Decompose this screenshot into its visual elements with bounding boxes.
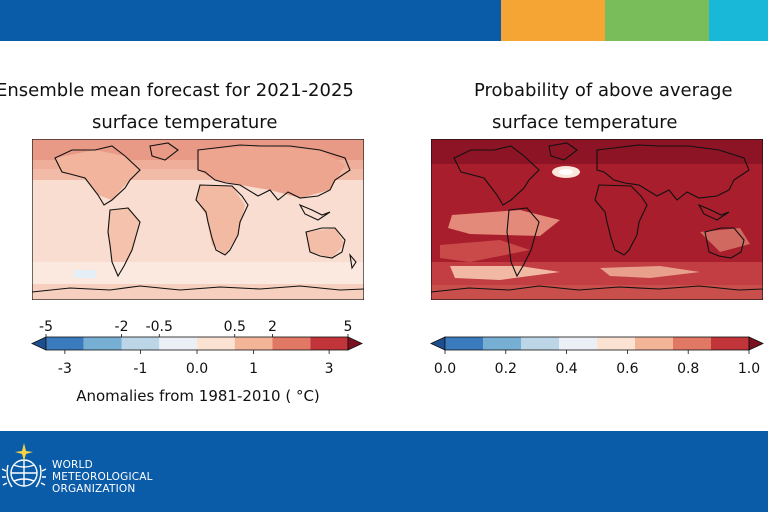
- colorbar-tick-label: 3: [325, 361, 334, 377]
- colorbar-segment: [673, 337, 711, 350]
- left-map-southern-ocean: [32, 262, 364, 284]
- top-bar-blue: [0, 0, 501, 41]
- colorbar-segment: [597, 337, 635, 350]
- left-colorbar-top-ticks: -5 -2 -0.5 0.5 2 5: [39, 319, 352, 337]
- footer-bar: WORLD METEOROLOGICAL ORGANIZATION: [0, 431, 768, 512]
- colorbar-tick-label: -0.5: [146, 319, 173, 335]
- colorbar-tick-label: 0.4: [555, 361, 577, 377]
- colorbar-tick-label: -2: [115, 319, 129, 335]
- top-accent-bar: [0, 0, 768, 41]
- colorbar-segment: [635, 337, 673, 350]
- colorbar-tick-label: 0.8: [677, 361, 699, 377]
- colorbar-outline: [444, 336, 750, 351]
- colorbar-extend-high: [748, 336, 764, 351]
- colorbar-tick-label: 5: [344, 319, 353, 335]
- colorbar-tick-label: 0.6: [616, 361, 638, 377]
- colorbar-extend-high: [347, 336, 363, 351]
- wmo-name: WORLD METEOROLOGICAL ORGANIZATION: [52, 459, 153, 495]
- right-map: [431, 139, 763, 300]
- colorbar-segment: [46, 337, 84, 350]
- left-map-south-america: [108, 208, 140, 275]
- chart-canvas: -5 -2 -0.5 0.5 2 5 -3 -1 0.0 1 3 Anomalies from 1…: [31, 139, 764, 405]
- colorbar-tick-label: 2: [268, 319, 277, 335]
- right-map-southern-light-patch-2: [600, 266, 700, 278]
- left-map-antarctic: [32, 284, 364, 300]
- right-chart-title-line2: surface temperature: [492, 112, 678, 133]
- right-map-cold-spot-core: [559, 169, 573, 175]
- right-colorbar: [430, 336, 764, 351]
- colorbar-tick-label: -1: [133, 361, 147, 377]
- colorbar-tick-label: 0.5: [224, 319, 246, 335]
- left-colorbar-bottom-ticks: -3 -1 0.0 1 3: [58, 350, 334, 377]
- colorbar-tick-label: -5: [39, 319, 53, 335]
- left-map-coastlines: [32, 142, 364, 293]
- colorbar-segment: [234, 337, 273, 350]
- colorbar-segment: [711, 337, 749, 350]
- left-map-australia: [306, 228, 345, 258]
- right-map-south-pacific-band: [440, 240, 530, 262]
- left-map-africa: [196, 185, 245, 255]
- colorbar-segment: [559, 337, 597, 350]
- colorbar-segment: [445, 337, 483, 350]
- colorbar-extend-low: [430, 336, 446, 351]
- right-chart-title-line1: Probability of above average: [474, 80, 733, 101]
- colorbar-segment: [272, 337, 311, 350]
- right-map-tropical-pacific-band: [448, 210, 560, 236]
- colorbar-segment: [83, 337, 122, 350]
- colorbar-tick-label: 1: [249, 361, 258, 377]
- left-map-north-america: [55, 150, 140, 200]
- left-map: [32, 139, 364, 300]
- right-map-antarctic: [431, 285, 763, 300]
- colorbar-segment: [121, 337, 160, 350]
- top-bar-cyan: [709, 0, 768, 41]
- top-bar-green: [605, 0, 709, 41]
- colorbar-segment: [483, 337, 521, 350]
- colorbar-segment: [521, 337, 559, 350]
- top-bar-orange: [501, 0, 605, 41]
- left-colorbar-label: Anomalies from 1981-2010 ( °C): [76, 387, 320, 405]
- left-chart-title-line1: Ensemble mean forecast for 2021-2025: [0, 80, 354, 101]
- left-colorbar: [31, 336, 363, 351]
- wmo-name-line1: WORLD: [52, 459, 93, 471]
- colorbar-tick-label: 1.0: [738, 361, 760, 377]
- colorbar-tick-label: 0.2: [495, 361, 517, 377]
- left-map-eurasia: [198, 146, 345, 198]
- colorbar-segment: [159, 337, 197, 350]
- left-chart-title-line2: surface temperature: [92, 112, 278, 133]
- colorbar-tick-label: 0.0: [186, 361, 208, 377]
- right-map-southern-light-patch: [450, 266, 560, 280]
- colorbar-segment: [197, 337, 235, 350]
- colorbar-tick-label: 0.0: [434, 361, 456, 377]
- right-map-australia-patch: [700, 228, 750, 252]
- wmo-emblem-icon: [1, 443, 47, 488]
- left-map-cool-patch: [74, 270, 96, 278]
- right-colorbar-bottom-ticks: 0.0 0.2 0.4 0.6 0.8 1.0: [434, 350, 760, 377]
- colorbar-tick-label: -3: [58, 361, 72, 377]
- colorbar-extend-low: [31, 336, 47, 351]
- right-map-coastlines: [431, 142, 763, 293]
- wmo-name-line3: ORGANIZATION: [52, 483, 136, 495]
- wmo-name-line2: METEOROLOGICAL: [52, 471, 153, 483]
- colorbar-segment: [310, 337, 348, 350]
